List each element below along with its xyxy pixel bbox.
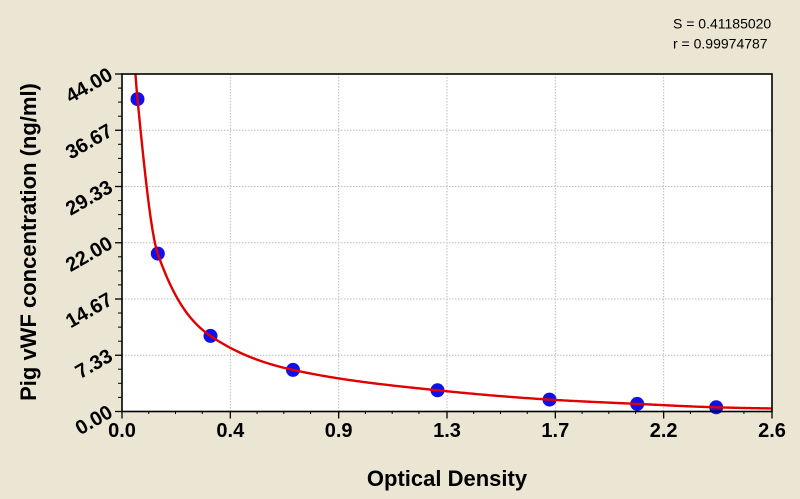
svg-text:Optical Density: Optical Density: [367, 466, 528, 491]
svg-text:0.9: 0.9: [325, 420, 353, 442]
svg-text:r = 0.99974787: r = 0.99974787: [673, 36, 768, 52]
svg-text:S = 0.41185020: S = 0.41185020: [673, 16, 771, 32]
svg-text:1.7: 1.7: [541, 420, 569, 442]
svg-text:2.2: 2.2: [650, 420, 678, 442]
svg-text:2.6: 2.6: [758, 420, 786, 442]
svg-text:0.4: 0.4: [216, 420, 245, 442]
svg-text:Pig vWF concentration (ng/ml): Pig vWF concentration (ng/ml): [16, 83, 41, 401]
svg-text:1.3: 1.3: [433, 420, 461, 442]
svg-text:0.0: 0.0: [108, 420, 136, 442]
